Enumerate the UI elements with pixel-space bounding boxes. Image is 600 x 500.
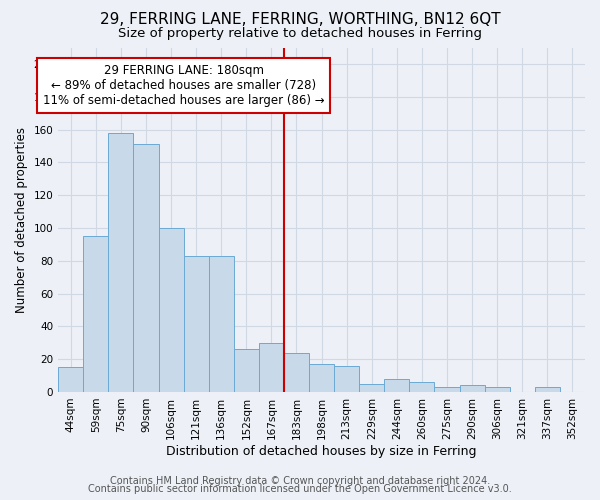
X-axis label: Distribution of detached houses by size in Ferring: Distribution of detached houses by size … [166,444,477,458]
Y-axis label: Number of detached properties: Number of detached properties [15,126,28,312]
Text: Contains HM Land Registry data © Crown copyright and database right 2024.: Contains HM Land Registry data © Crown c… [110,476,490,486]
Bar [434,387,460,392]
Bar [259,343,284,392]
Bar [535,387,560,392]
Bar [485,387,510,392]
Bar [184,256,209,392]
Bar [209,256,234,392]
Bar [133,144,158,392]
Bar [359,384,385,392]
Bar [158,228,184,392]
Bar [234,350,259,392]
Text: Size of property relative to detached houses in Ferring: Size of property relative to detached ho… [118,28,482,40]
Bar [83,236,109,392]
Bar [460,386,485,392]
Bar [58,368,83,392]
Text: 29 FERRING LANE: 180sqm
← 89% of detached houses are smaller (728)
11% of semi-d: 29 FERRING LANE: 180sqm ← 89% of detache… [43,64,325,107]
Bar [284,352,309,392]
Text: 29, FERRING LANE, FERRING, WORTHING, BN12 6QT: 29, FERRING LANE, FERRING, WORTHING, BN1… [100,12,500,28]
Bar [109,133,133,392]
Bar [409,382,434,392]
Bar [334,366,359,392]
Bar [309,364,334,392]
Text: Contains public sector information licensed under the Open Government Licence v3: Contains public sector information licen… [88,484,512,494]
Bar [385,379,409,392]
